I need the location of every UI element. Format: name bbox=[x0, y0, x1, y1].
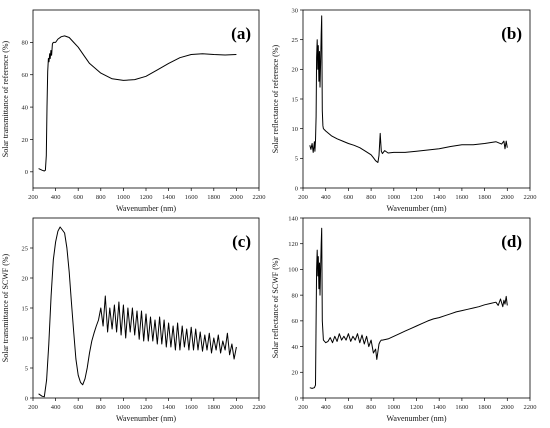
panel-a-x-axis-label: Wavenumber (nm) bbox=[116, 204, 176, 213]
panel-b-x-tick-label: 1600 bbox=[455, 194, 468, 201]
panel-d-y-tick-label: 0 bbox=[295, 395, 298, 402]
panel-b-x-tick-label: 800 bbox=[366, 194, 376, 201]
panel-c-y-tick-label: 0 bbox=[25, 395, 28, 402]
panel-d-x-tick-label: 1400 bbox=[433, 404, 446, 411]
panel-c-x-tick-label: 1400 bbox=[162, 404, 175, 411]
panel-d-x-tick-label: 400 bbox=[321, 404, 331, 411]
panel-a-spectrum-line bbox=[38, 35, 237, 172]
panel-a-x-tick-label: 800 bbox=[96, 194, 106, 201]
panel-a-x-tick-label: 400 bbox=[51, 194, 61, 201]
panel-a-x-tick-label: 200 bbox=[28, 194, 38, 201]
panel-d-plot-frame bbox=[302, 217, 531, 399]
panel-c-y-tick-label: 15 bbox=[22, 305, 29, 312]
panel-b-x-tick-label: 1400 bbox=[433, 194, 446, 201]
panel-c-label: (c) bbox=[232, 232, 251, 251]
panel-b-y-tick-label: 5 bbox=[295, 156, 298, 163]
panel-a-x-tick-label: 1800 bbox=[207, 194, 220, 201]
panel-a-y-tick-label: 80 bbox=[22, 40, 29, 47]
panel-c-x-tick-label: 1000 bbox=[117, 404, 130, 411]
panel-b-x-tick-label: 1800 bbox=[478, 194, 491, 201]
panel-d-x-tick-label: 600 bbox=[344, 404, 354, 411]
panel-b-x-tick-label: 600 bbox=[344, 194, 354, 201]
panel-c-y-tick-label: 20 bbox=[22, 275, 29, 282]
panel-a-x-tick-label: 600 bbox=[73, 194, 83, 201]
panel-c: (c) Wavenumber (nm) Solar transmittance … bbox=[1, 217, 266, 423]
panel-d-x-tick-label: 2200 bbox=[524, 404, 537, 411]
panel-b-y-tick-label: 10 bbox=[292, 126, 299, 133]
panel-b-y-tick-label: 0 bbox=[295, 185, 298, 192]
panel-d-x-tick-label: 1000 bbox=[387, 404, 400, 411]
panel-a: (a) Wavenumber (nm) Solar transmittance … bbox=[1, 9, 266, 213]
panel-b-y-tick-label: 15 bbox=[292, 96, 299, 103]
panel-a-x-tick-label: 1200 bbox=[140, 194, 153, 201]
panel-b-x-tick-label: 2000 bbox=[501, 194, 514, 201]
panel-b: (b) Wavenumber (nm) Solar reflectance of… bbox=[271, 7, 537, 213]
panel-d-x-axis-label: Wavenumber (nm) bbox=[387, 414, 447, 423]
panel-a-y-tick-label: 20 bbox=[22, 137, 29, 144]
panel-a-x-tick-label: 2000 bbox=[230, 194, 243, 201]
panel-a-y-axis-label: Solar transmittance of reference (%) bbox=[1, 40, 10, 157]
panel-a-y-tick-label: 60 bbox=[22, 72, 29, 79]
panel-b-spectrum-line bbox=[309, 15, 508, 163]
panel-d-x-tick-label: 2000 bbox=[501, 404, 514, 411]
panel-d-x-tick-label: 1800 bbox=[478, 404, 491, 411]
panel-c-x-axis-label: Wavenumber (nm) bbox=[116, 414, 176, 423]
panel-c-x-tick-label: 1600 bbox=[185, 404, 198, 411]
panel-b-x-tick-label: 1000 bbox=[387, 194, 400, 201]
panel-b-y-tick-label: 30 bbox=[292, 7, 299, 14]
panel-c-y-tick-label: 10 bbox=[22, 335, 29, 342]
panel-d-y-tick-label: 80 bbox=[292, 292, 299, 299]
panel-d-label: (d) bbox=[501, 232, 522, 251]
panel-a-x-tick-label: 1000 bbox=[117, 194, 130, 201]
panel-d-y-tick-label: 40 bbox=[292, 344, 299, 351]
panel-b-y-axis-label: Solar reflectance of reference (%) bbox=[271, 44, 280, 153]
panel-a-x-tick-label: 2200 bbox=[253, 194, 266, 201]
panel-c-x-tick-label: 400 bbox=[51, 404, 61, 411]
panel-c-spectrum-line bbox=[38, 226, 237, 398]
panel-d-y-tick-label: 120 bbox=[288, 241, 298, 248]
panel-c-x-tick-label: 200 bbox=[28, 404, 38, 411]
panel-b-x-tick-label: 1200 bbox=[410, 194, 423, 201]
panel-c-x-tick-label: 2000 bbox=[230, 404, 243, 411]
panel-d-x-tick-label: 1600 bbox=[455, 404, 468, 411]
panel-d-y-tick-label: 140 bbox=[288, 215, 298, 222]
panel-c-y-tick-label: 5 bbox=[25, 365, 28, 372]
panel-d-x-tick-label: 1200 bbox=[410, 404, 423, 411]
panel-c-x-tick-label: 800 bbox=[96, 404, 106, 411]
panel-d-y-tick-label: 60 bbox=[292, 318, 299, 325]
panel-d-y-tick-label: 100 bbox=[288, 267, 298, 274]
panel-c-x-tick-label: 1200 bbox=[140, 404, 153, 411]
panel-b-x-tick-label: 400 bbox=[321, 194, 331, 201]
panel-a-x-tick-label: 1600 bbox=[185, 194, 198, 201]
panel-c-y-tick-label: 25 bbox=[22, 245, 29, 252]
panel-b-x-axis-label: Wavenumber (nm) bbox=[387, 204, 447, 213]
panel-c-x-tick-label: 2200 bbox=[253, 404, 266, 411]
panel-b-y-tick-label: 25 bbox=[292, 37, 299, 44]
panel-d-spectrum-line bbox=[309, 227, 508, 389]
panel-c-x-tick-label: 600 bbox=[73, 404, 83, 411]
panel-a-y-tick-label: 40 bbox=[22, 104, 29, 111]
panel-b-x-tick-label: 2200 bbox=[524, 194, 537, 201]
panel-b-y-tick-label: 20 bbox=[292, 67, 299, 74]
panel-d-x-tick-label: 800 bbox=[366, 404, 376, 411]
panel-d-y-axis-label: Solar reflectance of SCWF (%) bbox=[271, 257, 280, 358]
panel-a-x-tick-label: 1400 bbox=[162, 194, 175, 201]
panel-a-label: (a) bbox=[231, 24, 251, 43]
panel-d-y-tick-label: 20 bbox=[292, 370, 299, 377]
panel-d: (d) Wavenumber (nm) Solar reflectance of… bbox=[271, 215, 537, 423]
panel-b-x-tick-label: 200 bbox=[298, 194, 308, 201]
panel-c-y-axis-label: Solar transmittance of SCWF (%) bbox=[1, 253, 10, 362]
panel-a-y-tick-label: 0 bbox=[25, 169, 28, 176]
panel-b-label: (b) bbox=[501, 24, 522, 43]
panel-b-plot-frame bbox=[302, 9, 531, 189]
panel-c-x-tick-label: 1800 bbox=[207, 404, 220, 411]
panel-d-x-tick-label: 200 bbox=[298, 404, 308, 411]
